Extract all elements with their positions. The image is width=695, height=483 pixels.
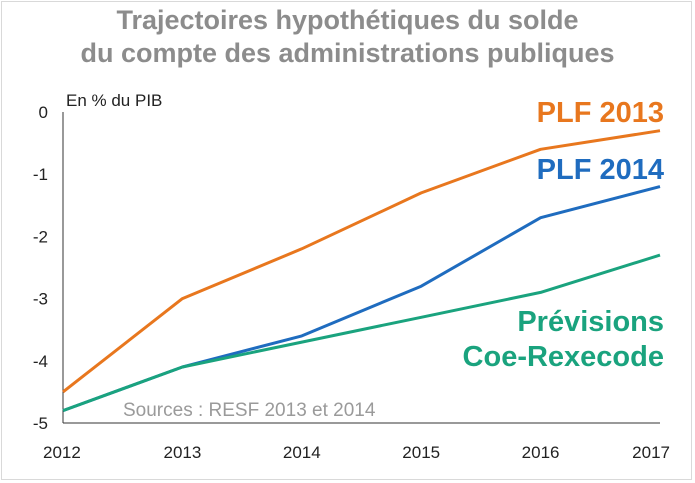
chart-title-line-2: du compte des administrations publiques — [80, 38, 615, 68]
y-tick-labels: 0 -1 -2 -3 -4 -5 — [33, 103, 48, 433]
x-tick-label: 2013 — [163, 443, 201, 462]
x-tick-labels: 2012 2013 2014 2015 2016 2017 — [43, 443, 670, 462]
y-tick-label: -4 — [33, 352, 48, 371]
x-tick-label: 2012 — [43, 443, 81, 462]
x-tick-label: 2017 — [632, 443, 670, 462]
chart-title: Trajectoires hypothétiques du solde du c… — [0, 4, 695, 70]
y-tick-label: -5 — [33, 414, 48, 433]
series-lines — [62, 129, 661, 413]
series-label-plf-2014: PLF 2014 — [537, 154, 664, 186]
series-label-plf-2013: PLF 2013 — [537, 97, 664, 129]
x-tick-label: 2014 — [283, 443, 321, 462]
chart-title-line-1: Trajectoires hypothétiques du solde — [116, 5, 579, 35]
y-axis-unit-label: En % du PIB — [66, 91, 162, 110]
y-tick-label: -3 — [33, 290, 48, 309]
series-labels: PLF 2013 PLF 2014 Prévisions Coe-Rexecod… — [463, 97, 664, 373]
y-tick-label: -2 — [33, 227, 48, 246]
series-label-coe-rexecode-line-1: Prévisions — [517, 306, 664, 338]
series-label-coe-rexecode-line-2: Coe-Rexecode — [463, 341, 664, 373]
x-tick-label: 2016 — [522, 443, 560, 462]
series-line-2 — [62, 253, 661, 413]
y-tick-label: -1 — [33, 165, 48, 184]
y-tick-label: 0 — [39, 103, 48, 122]
x-tick-label: 2015 — [402, 443, 440, 462]
source-note: Sources : RESF 2013 et 2014 — [123, 400, 376, 421]
series-line-0 — [62, 129, 661, 394]
